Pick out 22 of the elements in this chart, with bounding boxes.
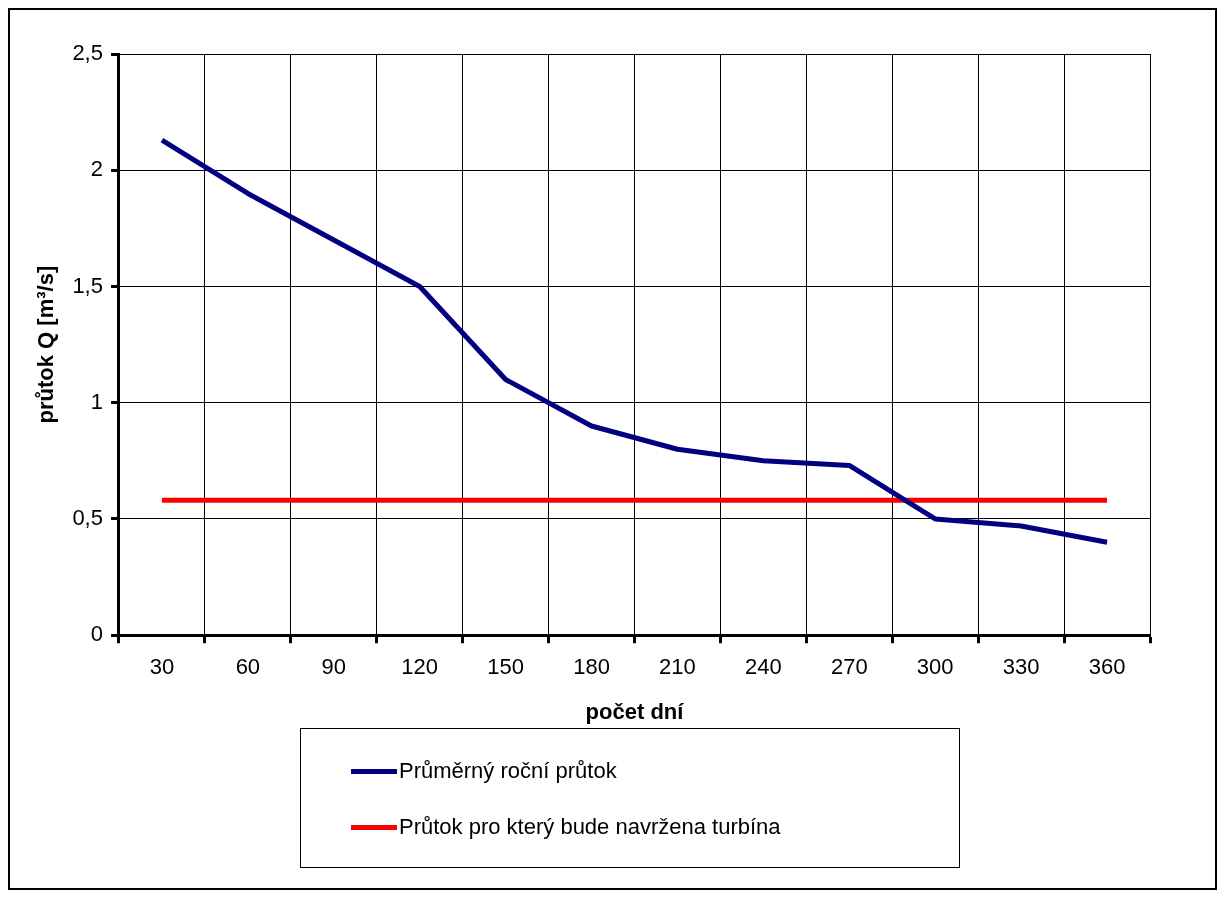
x-tick-label: 180 — [573, 654, 610, 680]
legend-label: Průměrný roční průtok — [399, 758, 617, 784]
x-tick-label: 330 — [1002, 654, 1040, 680]
x-tick-label: 150 — [487, 654, 524, 680]
x-tick-label: 240 — [745, 654, 782, 680]
y-tick-label: 1 — [90, 388, 103, 414]
x-tick-label: 90 — [321, 654, 347, 680]
x-tick-label: 30 — [149, 654, 175, 680]
legend-label: Průtok pro který bude navržena turbína — [399, 814, 781, 840]
y-tick-label: 2,5 — [72, 40, 103, 66]
y-tick-label: 0 — [90, 621, 103, 647]
x-tick-label: 120 — [401, 654, 439, 680]
x-tick-label: 270 — [830, 654, 868, 680]
y-tick-label: 0,5 — [72, 505, 103, 531]
y-axis-title: průtok Q [m³/s] — [33, 265, 59, 424]
y-tick-label: 1,5 — [72, 272, 103, 298]
x-tick-label: 300 — [916, 654, 954, 680]
x-tick-label: 360 — [1088, 654, 1126, 680]
x-tick-label: 210 — [659, 654, 696, 680]
x-axis-title: počet dní — [585, 698, 685, 724]
y-tick-label: 2 — [90, 156, 103, 182]
x-tick-label: 60 — [235, 654, 261, 680]
